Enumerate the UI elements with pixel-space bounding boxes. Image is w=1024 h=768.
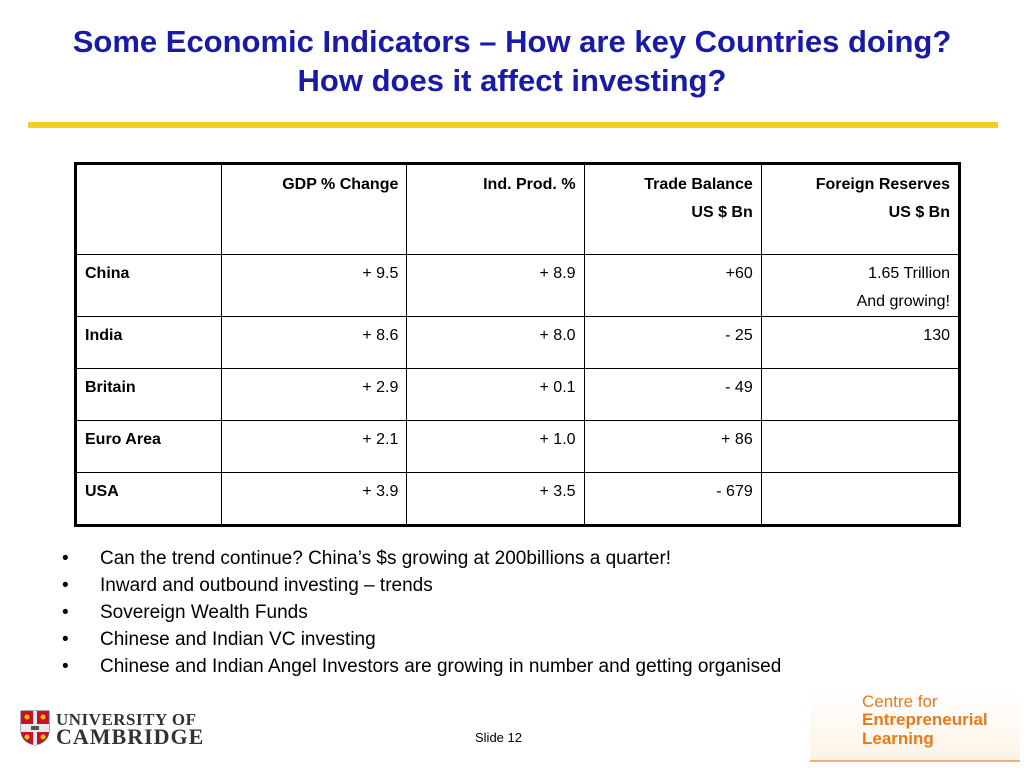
country-cell: USA — [74, 472, 223, 526]
header-trade-balance-line1: Trade Balance — [644, 176, 753, 193]
table-row: Britain + 2.9 + 0.1 - 49 — [74, 368, 961, 421]
reserves-cell — [760, 472, 961, 526]
bullet-list: • Can the trend continue? China’s $s grow… — [62, 545, 781, 680]
bullet-marker: • — [62, 575, 69, 596]
table-row: India + 8.6 + 8.0 - 25 130 — [74, 316, 961, 369]
trade-balance-cell: - 679 — [583, 472, 762, 526]
cfel-logo-line3: Learning — [862, 729, 934, 748]
gdp-cell: + 9.5 — [221, 254, 408, 317]
reserves-cell: 130 — [760, 316, 961, 369]
gdp-cell: + 3.9 — [221, 472, 408, 526]
table-row: USA + 3.9 + 3.5 - 679 — [74, 472, 961, 526]
cambridge-logo: UNIVERSITY OF CAMBRIDGE — [20, 710, 205, 749]
bullet-text: Sovereign Wealth Funds — [100, 602, 308, 623]
list-item: • Chinese and Indian VC investing — [62, 626, 781, 653]
gdp-cell: + 2.1 — [221, 420, 408, 473]
header-trade-balance-line2: US $ Bn — [691, 204, 753, 221]
bullet-text: Inward and outbound investing – trends — [100, 575, 433, 596]
reserves-line2: And growing! — [856, 293, 950, 310]
cfel-logo: Centre for Entrepreneurial Learning — [810, 690, 1020, 762]
ind-prod-cell: + 1.0 — [406, 420, 585, 473]
ind-prod-cell: + 3.5 — [406, 472, 585, 526]
cambridge-wordmark: UNIVERSITY OF CAMBRIDGE — [56, 710, 205, 749]
gdp-cell: + 8.6 — [221, 316, 408, 369]
bullet-marker: • — [62, 629, 69, 650]
cfel-logo-underline — [810, 760, 1020, 762]
country-cell: Britain — [74, 368, 223, 421]
list-item: • Chinese and Indian Angel Investors are … — [62, 653, 781, 680]
table-row: China + 9.5 + 8.9 +60 1.65 Trillion And … — [74, 254, 961, 317]
reserves-cell — [760, 368, 961, 421]
trade-balance-cell: - 49 — [583, 368, 762, 421]
list-item: • Can the trend continue? China’s $s grow… — [62, 545, 781, 572]
bullet-text: Can the trend continue? China’s $s growi… — [100, 548, 672, 569]
economic-indicators-table: GDP % Change Ind. Prod. % Trade Balance … — [74, 162, 961, 527]
bullet-marker: • — [62, 548, 69, 569]
title-divider — [28, 122, 998, 128]
header-cell-gdp: GDP % Change — [221, 163, 408, 255]
trade-balance-cell: +60 — [583, 254, 762, 317]
header-cell-ind-prod: Ind. Prod. % — [406, 163, 585, 255]
header-cell-trade-balance: Trade Balance US $ Bn — [583, 163, 762, 255]
cambridge-crest-icon — [20, 710, 50, 746]
cambridge-wordmark-line2: CAMBRIDGE — [56, 724, 205, 749]
country-cell: China — [74, 254, 223, 317]
reserves-line1: 1.65 Trillion — [868, 265, 950, 282]
cambridge-wordmark-line1: UNIVERSITY OF — [56, 710, 197, 729]
bullet-text: Chinese and Indian Angel Investors are g… — [100, 656, 782, 677]
slide-number: Slide 12 — [475, 730, 522, 745]
cfel-logo-line1: Centre for — [862, 692, 938, 711]
header-cell-reserves: Foreign Reserves US $ Bn — [760, 163, 961, 255]
table-row: Euro Area + 2.1 + 1.0 + 86 — [74, 420, 961, 473]
bullet-marker: • — [62, 602, 69, 623]
list-item: • Inward and outbound investing – trends — [62, 572, 781, 599]
gdp-cell: + 2.9 — [221, 368, 408, 421]
country-cell: India — [74, 316, 223, 369]
cfel-logo-line2: Entrepreneurial — [862, 710, 988, 729]
ind-prod-cell: + 8.9 — [406, 254, 585, 317]
list-item: • Sovereign Wealth Funds — [62, 599, 781, 626]
reserves-cell: 1.65 Trillion And growing! — [760, 254, 961, 317]
bullet-text: Chinese and Indian VC investing — [100, 629, 376, 650]
country-cell: Euro Area — [74, 420, 223, 473]
table-header-row: GDP % Change Ind. Prod. % Trade Balance … — [74, 163, 961, 255]
ind-prod-cell: + 0.1 — [406, 368, 585, 421]
header-reserves-line2: US $ Bn — [888, 204, 950, 221]
header-reserves-line1: Foreign Reserves — [815, 176, 950, 193]
slide-title: Some Economic Indicators – How are key C… — [72, 24, 952, 98]
trade-balance-cell: + 86 — [583, 420, 762, 473]
ind-prod-cell: + 8.0 — [406, 316, 585, 369]
trade-balance-cell: - 25 — [583, 316, 762, 369]
bullet-marker: • — [62, 656, 69, 677]
header-cell-country — [74, 163, 223, 255]
reserves-cell — [760, 420, 961, 473]
